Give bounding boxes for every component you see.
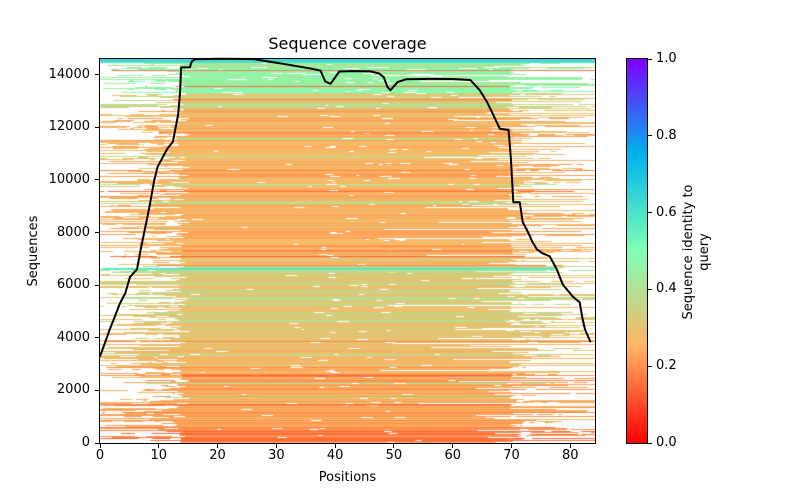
x-tick-label: 0 xyxy=(95,448,105,463)
colorbar-tick-mark xyxy=(648,365,652,367)
x-tick-mark xyxy=(569,444,571,448)
coverage-polyline xyxy=(99,57,592,358)
x-tick-mark xyxy=(217,444,219,448)
colorbar-tick-label: 0.2 xyxy=(656,358,677,374)
colorbar-tick-mark xyxy=(648,442,652,444)
colorbar-tick-mark xyxy=(648,212,652,214)
colorbar-label: Sequence identity to query xyxy=(681,184,712,320)
msa-heatmap xyxy=(100,59,595,443)
colorbar xyxy=(626,58,648,444)
plot-area xyxy=(99,58,596,444)
x-tick-label: 30 xyxy=(268,448,285,463)
y-tick-label: 0 xyxy=(81,435,90,450)
x-axis-label: Positions xyxy=(318,470,377,485)
x-tick-mark xyxy=(158,444,160,448)
y-tick-mark xyxy=(95,389,99,391)
x-tick-mark xyxy=(452,444,454,448)
y-tick-label: 12000 xyxy=(48,119,90,135)
y-tick-mark xyxy=(95,74,99,76)
y-tick-mark xyxy=(95,126,99,128)
x-tick-mark xyxy=(334,444,336,448)
colorbar-tick-label: 1.0 xyxy=(656,51,677,66)
y-tick-label: 6000 xyxy=(56,277,90,293)
x-tick-label: 60 xyxy=(444,448,461,463)
colorbar-gradient xyxy=(627,59,647,443)
x-tick-label: 10 xyxy=(150,448,168,463)
x-tick-label: 40 xyxy=(326,448,344,463)
colorbar-tick-label: 0.4 xyxy=(656,281,677,297)
colorbar-tick-label: 0.0 xyxy=(656,435,677,450)
y-tick-mark xyxy=(95,232,99,234)
y-tick-label: 14000 xyxy=(48,66,90,82)
y-tick-mark xyxy=(95,284,99,286)
y-tick-mark xyxy=(95,442,99,444)
colorbar-tick-mark xyxy=(648,58,652,60)
x-tick-mark xyxy=(275,444,277,448)
y-tick-label: 2000 xyxy=(56,382,90,398)
colorbar-tick-label: 0.8 xyxy=(656,127,677,143)
x-tick-label: 80 xyxy=(562,448,579,463)
colorbar-tick-mark xyxy=(648,135,652,137)
x-tick-mark xyxy=(99,444,101,448)
y-tick-label: 4000 xyxy=(56,329,90,345)
colorbar-tick-label: 0.6 xyxy=(656,204,677,220)
x-tick-mark xyxy=(393,444,395,448)
chart-title: Sequence coverage xyxy=(268,34,427,53)
x-tick-mark xyxy=(511,444,513,448)
y-tick-label: 10000 xyxy=(48,171,90,187)
x-tick-label: 50 xyxy=(385,448,403,463)
y-tick-mark xyxy=(95,179,99,181)
y-tick-label: 8000 xyxy=(56,224,90,240)
y-tick-mark xyxy=(95,337,99,339)
x-tick-label: 70 xyxy=(503,448,520,463)
coverage-line xyxy=(99,57,592,358)
x-tick-label: 20 xyxy=(209,448,226,463)
colorbar-tick-mark xyxy=(648,288,652,290)
